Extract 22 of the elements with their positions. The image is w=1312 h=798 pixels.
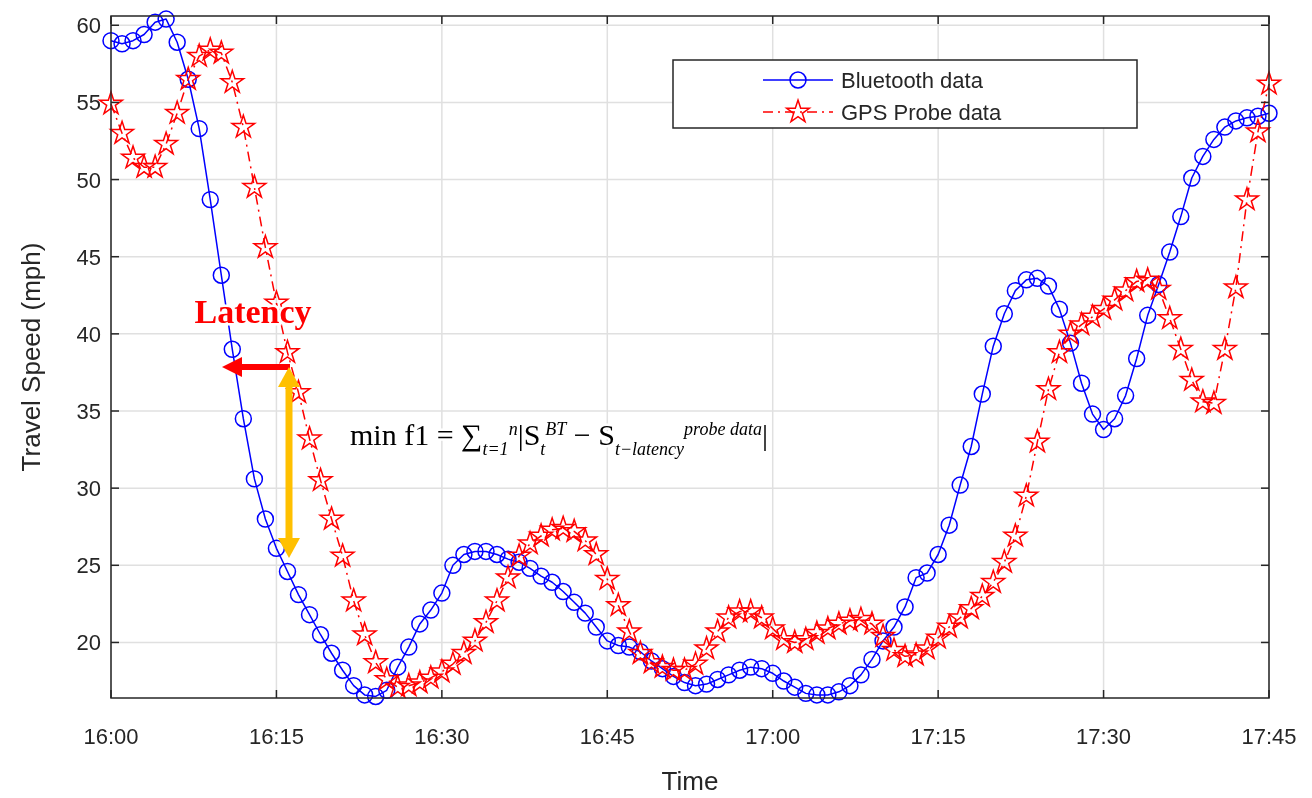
y-tick-label: 30 (76, 476, 101, 502)
legend-label: Bluetooth data (841, 68, 984, 93)
x-tick-label: 17:45 (1241, 724, 1297, 749)
x-tick-label: 16:45 (579, 724, 635, 749)
x-tick-label: 16:15 (248, 724, 304, 749)
y-tick-label: 20 (76, 630, 101, 656)
y-tick-label: 40 (76, 321, 101, 347)
y-tick-label: 60 (76, 13, 101, 39)
y-tick-label: 25 (76, 553, 101, 579)
x-tick-label: 17:00 (745, 724, 801, 749)
legend-label: GPS Probe data (841, 100, 1002, 125)
y-tick-label: 45 (76, 244, 101, 270)
text: min f1 = ∑$_{t=1}$$^{n}$|S$_{t}$$^{BT}$ − S$_{t−latency}$$^{probe data}$| (350, 418, 768, 459)
y-tick-label: 35 (76, 399, 101, 424)
x-tick-label: 17:15 (910, 724, 966, 749)
x-tick-label: 16:00 (83, 724, 139, 749)
x-axis-title: Time (661, 766, 719, 796)
y-axis-title: Travel Speed (mph) (16, 242, 46, 472)
y-tick-label: 55 (76, 90, 101, 116)
x-tick-label: 16:30 (414, 724, 470, 749)
x-tick-label: 17:30 (1076, 724, 1132, 749)
y-tick-label: 50 (76, 167, 101, 193)
